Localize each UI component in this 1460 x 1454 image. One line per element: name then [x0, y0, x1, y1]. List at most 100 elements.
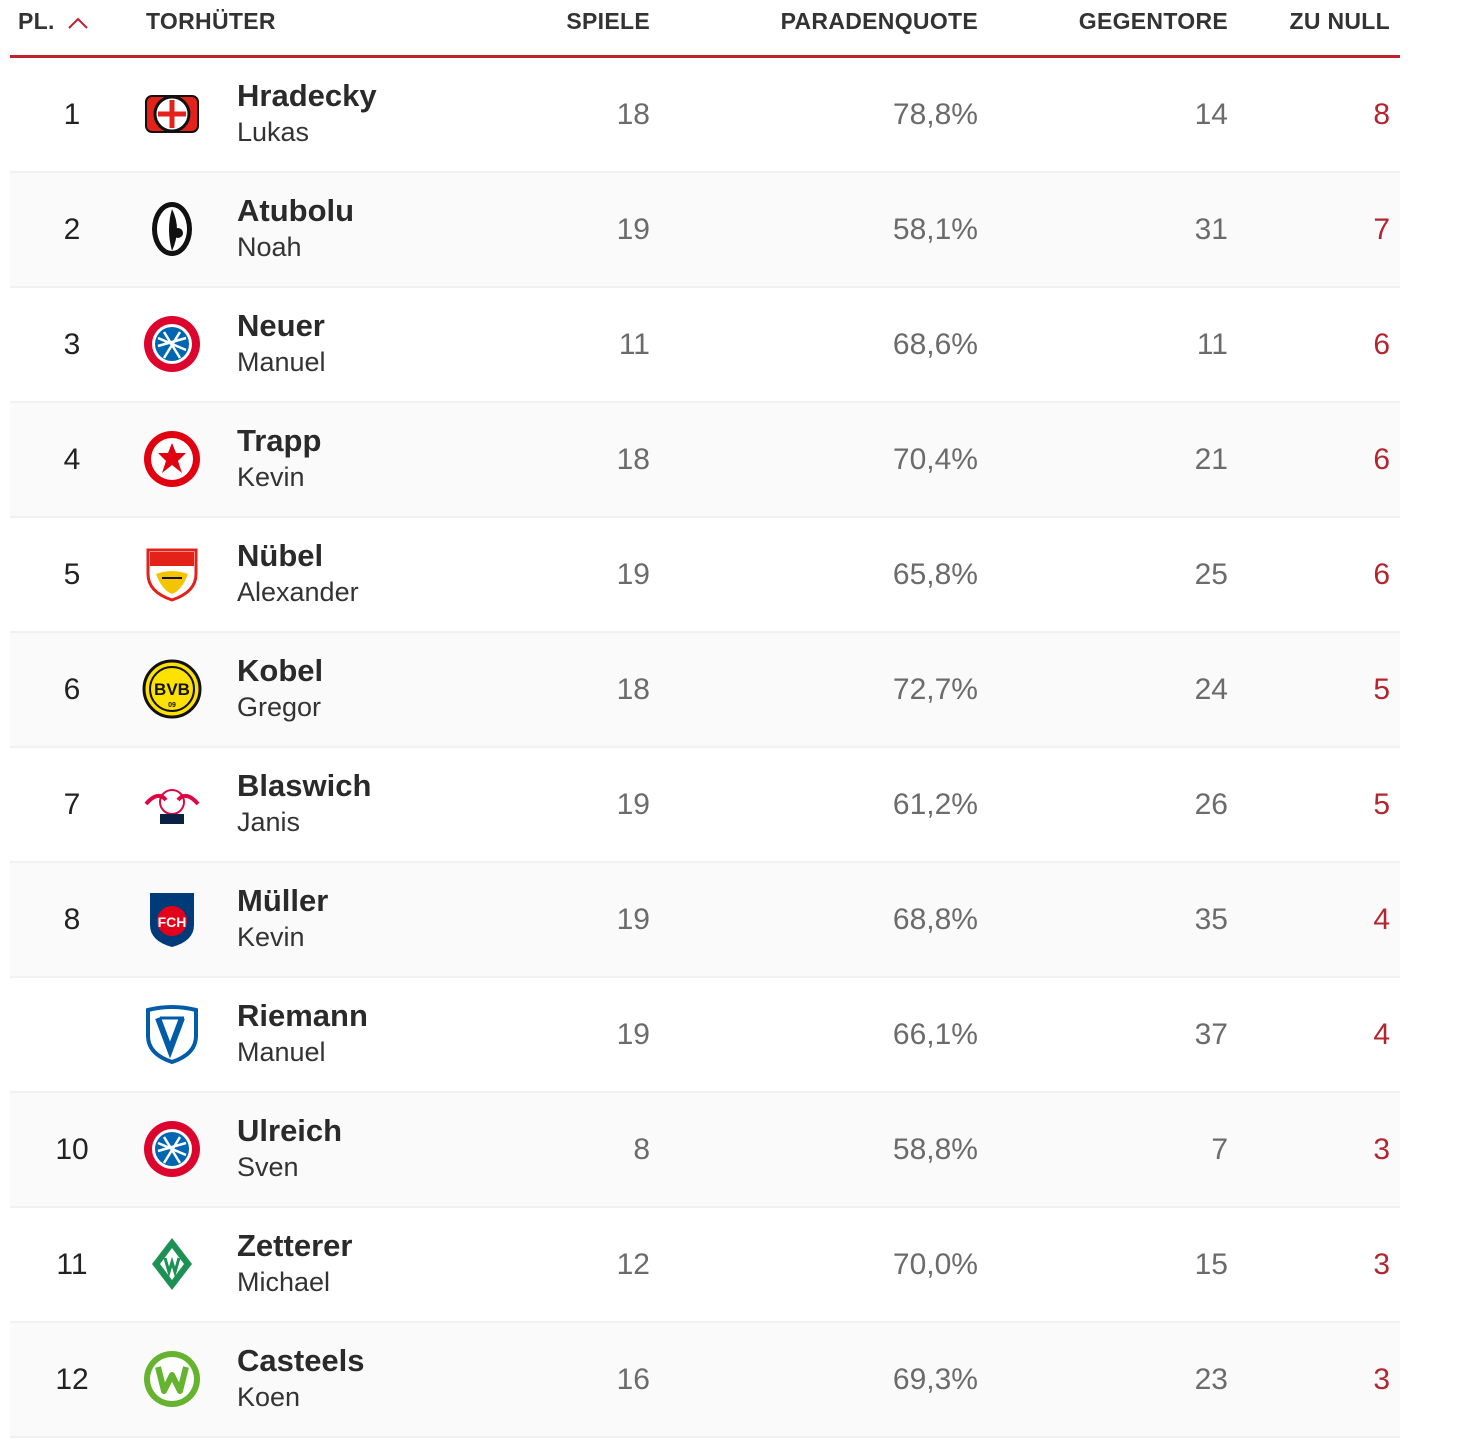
keeper-last-name[interactable]: Casteels — [237, 1343, 365, 1378]
games-cell: 19 — [616, 1017, 650, 1051]
rank-cell: 10 — [55, 1132, 89, 1166]
header-rank-sort[interactable]: PL. — [18, 8, 89, 35]
keeper-name-cell[interactable]: Casteels Koen — [237, 1343, 365, 1415]
save-rate-cell: 66,1% — [892, 1017, 978, 1051]
goals-against-cell: 24 — [1194, 672, 1228, 706]
keeper-first-name: Manuel — [237, 1037, 326, 1067]
table-header: PL. TORHÜTER SPIELE PARADENQUOTE GEGENTO… — [10, 0, 1400, 58]
clean-sheets-cell: 5 — [1373, 787, 1390, 821]
games-cell: 11 — [618, 327, 650, 361]
table-row[interactable]: 2 Atubolu Noah 19 58,1% 31 7 — [10, 173, 1400, 288]
keeper-first-name: Sven — [237, 1152, 299, 1182]
keeper-last-name[interactable]: Kobel — [237, 653, 324, 688]
keeper-last-name[interactable]: Ulreich — [237, 1113, 343, 1148]
table-row[interactable]: 8 FCH Müller Kevin 19 68,8% 35 4 — [10, 863, 1400, 978]
games-cell: 19 — [616, 557, 650, 591]
dortmund-logo-icon: BVB 09 — [142, 659, 202, 719]
rank-cell: 4 — [63, 442, 81, 476]
header-clean-sheets[interactable]: ZU NULL — [1289, 8, 1390, 34]
table-row[interactable]: 4 Trapp Kevin 18 70,4% 21 6 — [10, 403, 1400, 518]
games-cell: 8 — [633, 1132, 650, 1166]
clean-sheets-cell: 4 — [1373, 1017, 1390, 1051]
goals-against-cell: 26 — [1194, 787, 1228, 821]
header-games[interactable]: SPIELE — [566, 8, 650, 34]
table-row[interactable]: Riemann Manuel 19 66,1% 37 4 — [10, 978, 1400, 1093]
goals-against-cell: 23 — [1194, 1362, 1228, 1396]
keeper-name-cell[interactable]: Riemann Manuel — [237, 998, 368, 1070]
keeper-first-name: Michael — [237, 1267, 331, 1297]
header-save-rate[interactable]: PARADENQUOTE — [780, 8, 978, 34]
svg-text:09: 09 — [168, 702, 176, 709]
games-cell: 19 — [616, 787, 650, 821]
games-cell: 19 — [616, 212, 650, 246]
keeper-last-name[interactable]: Müller — [237, 883, 329, 918]
keeper-last-name[interactable]: Riemann — [237, 998, 368, 1033]
leipzig-logo-icon — [142, 774, 202, 834]
svg-text:BVB: BVB — [154, 680, 190, 699]
keeper-last-name[interactable]: Hradecky — [237, 78, 377, 113]
clean-sheets-cell: 5 — [1373, 672, 1390, 706]
save-rate-cell: 69,3% — [892, 1362, 978, 1396]
keeper-name-cell[interactable]: Trapp Kevin — [237, 423, 321, 495]
table-row[interactable]: 3 Neuer Manuel 11 68,6% 11 6 — [10, 288, 1400, 403]
keeper-name-cell[interactable]: Müller Kevin — [237, 883, 328, 955]
header-goals-against[interactable]: GEGENTORE — [1078, 8, 1228, 34]
rank-cell: 2 — [63, 212, 81, 246]
keeper-name-cell[interactable]: Nübel Alexander — [237, 538, 359, 610]
clean-sheets-cell: 6 — [1373, 442, 1390, 476]
keeper-first-name: Lukas — [237, 117, 310, 147]
keeper-last-name[interactable]: Trapp — [237, 423, 322, 458]
keeper-first-name: Kevin — [237, 922, 305, 952]
keeper-name-cell[interactable]: Hradecky Lukas — [237, 78, 377, 150]
table-row[interactable]: 7 Blaswich Janis 19 61,2% 26 5 — [10, 748, 1400, 863]
keeper-first-name: Noah — [237, 232, 302, 262]
stuttgart-logo-icon — [142, 544, 202, 604]
freiburg-logo-icon — [142, 199, 202, 259]
table-row[interactable]: 1 Hradecky Lukas 18 78,8% 14 8 — [10, 58, 1400, 173]
games-cell: 18 — [616, 442, 650, 476]
rank-cell: 3 — [63, 327, 81, 361]
goals-against-cell: 25 — [1194, 557, 1228, 591]
keeper-last-name[interactable]: Atubolu — [237, 193, 355, 228]
keeper-name-cell[interactable]: Ulreich Sven — [237, 1113, 342, 1185]
goals-against-cell: 11 — [1196, 327, 1228, 361]
table-row[interactable]: 12 Casteels Koen 16 69,3% 23 3 — [10, 1323, 1400, 1438]
keeper-first-name: Alexander — [237, 577, 359, 607]
games-cell: 18 — [616, 97, 650, 131]
table-row[interactable]: 10 Ulreich Sven 8 58,8% 7 3 — [10, 1093, 1400, 1208]
rank-cell: 8 — [63, 902, 81, 936]
table-row[interactable]: 5 Nübel Alexander 19 65,8% 25 6 — [10, 518, 1400, 633]
keeper-name-cell[interactable]: Zetterer Michael — [237, 1228, 352, 1300]
header-keeper[interactable]: TORHÜTER — [146, 8, 276, 34]
clean-sheets-cell: 7 — [1373, 212, 1390, 246]
keeper-first-name: Kevin — [237, 462, 305, 492]
keeper-last-name[interactable]: Zetterer — [237, 1228, 353, 1263]
keeper-first-name: Manuel — [237, 347, 326, 377]
header-rank-label: PL. — [18, 8, 55, 34]
save-rate-cell: 61,2% — [892, 787, 978, 821]
keeper-name-cell[interactable]: Neuer Manuel — [237, 308, 326, 380]
keeper-first-name: Koen — [237, 1382, 301, 1412]
keeper-last-name[interactable]: Blaswich — [237, 768, 372, 803]
games-cell: 12 — [616, 1247, 650, 1281]
save-rate-cell: 68,6% — [892, 327, 978, 361]
keeper-last-name[interactable]: Neuer — [237, 308, 325, 343]
keeper-last-name[interactable]: Nübel — [237, 538, 324, 573]
clean-sheets-cell: 3 — [1373, 1247, 1390, 1281]
save-rate-cell: 65,8% — [892, 557, 978, 591]
keeper-name-cell[interactable]: Atubolu Noah — [237, 193, 354, 265]
save-rate-cell: 58,8% — [892, 1132, 978, 1166]
rank-cell: 12 — [55, 1362, 89, 1396]
table-row[interactable]: 6 BVB 09 Kobel Gregor 18 72,7% 24 5 — [10, 633, 1400, 748]
save-rate-cell: 68,8% — [892, 902, 978, 936]
rank-cell: 6 — [63, 672, 81, 706]
goals-against-cell: 31 — [1194, 212, 1228, 246]
bayern-logo-icon — [142, 1119, 202, 1179]
keeper-name-cell[interactable]: Blaswich Janis — [237, 768, 371, 840]
games-cell: 18 — [616, 672, 650, 706]
table-row[interactable]: 11 Zetterer Michael 12 70,0% 15 3 — [10, 1208, 1400, 1323]
clean-sheets-cell: 4 — [1373, 902, 1390, 936]
goals-against-cell: 15 — [1194, 1247, 1228, 1281]
clean-sheets-cell: 8 — [1373, 97, 1390, 131]
keeper-name-cell[interactable]: Kobel Gregor — [237, 653, 323, 725]
